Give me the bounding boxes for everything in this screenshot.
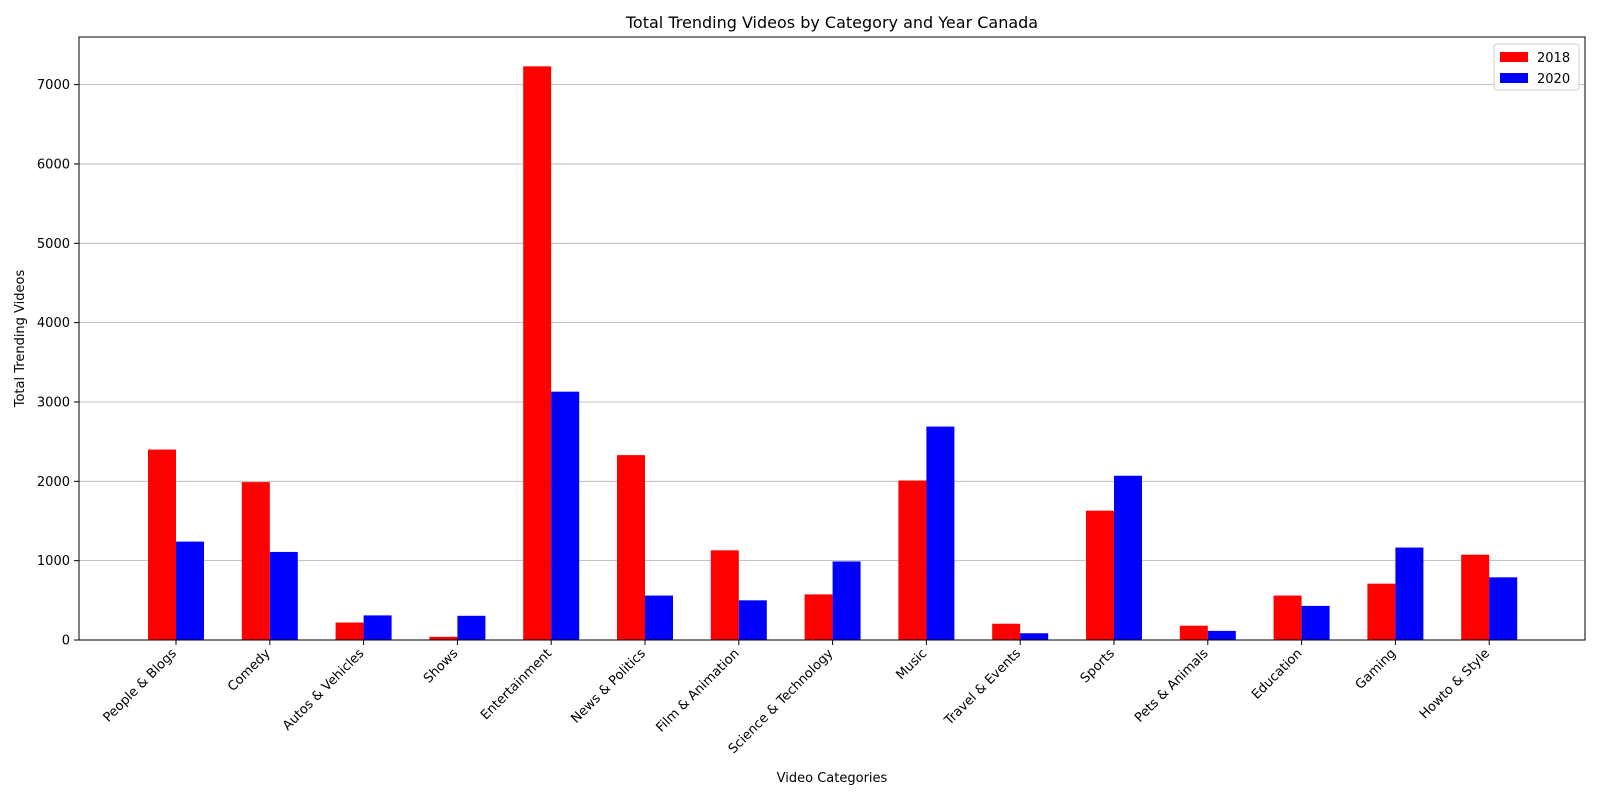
y-tick-label: 6000 (37, 157, 70, 172)
y-tick-label: 2000 (37, 475, 70, 490)
x-tick-label: Shows (421, 646, 461, 686)
bar-2020-7 (832, 561, 861, 640)
x-tick-label: News & Politics (568, 646, 649, 727)
x-tick-label: Film & Animation (653, 646, 742, 735)
x-tick-label: Autos & Vehicles (280, 646, 368, 734)
x-tick-label: Gaming (1353, 646, 1400, 693)
y-tick-label: 5000 (37, 237, 70, 252)
legend-label-2018: 2018 (1537, 51, 1570, 66)
bar-2018-7 (804, 594, 833, 640)
bar-2020-2 (363, 615, 392, 640)
bar-2018-12 (1273, 595, 1302, 640)
bar-2020-10 (1114, 475, 1142, 640)
bar-2018-1 (241, 482, 270, 640)
y-tick-label: 7000 (37, 78, 70, 93)
bar-2020-3 (457, 615, 486, 640)
bar-2018-0 (148, 449, 176, 640)
bar-2020-6 (738, 600, 767, 640)
bar-2020-1 (269, 551, 298, 640)
plot-frame (78, 36, 1586, 641)
x-axis-ticks: People & Blogs Comedy Autos & Vehicles Show… (101, 640, 1493, 757)
bar-2020-5 (645, 595, 673, 640)
x-tick-label: Pets & Animals (1132, 646, 1212, 726)
x-tick-label: Science & Technology (726, 646, 837, 757)
bar-2018-14 (1461, 554, 1490, 640)
bar-2018-6 (710, 550, 739, 640)
bar-2020-12 (1301, 605, 1330, 640)
legend-swatch-2018 (1500, 52, 1528, 62)
bar-2018-10 (1086, 510, 1114, 640)
bar-2018-2 (335, 622, 364, 640)
y-tick-label: 1000 (37, 554, 70, 569)
legend-label-2020: 2020 (1537, 72, 1570, 87)
bars (148, 66, 1518, 641)
chart-title: Total Trending Videos by Category and Ye… (625, 13, 1038, 32)
bar-2018-13 (1367, 583, 1396, 640)
y-axis-ticks: 0 1000 2000 3000 4000 5000 6000 7000 (37, 78, 79, 649)
x-tick-label: Education (1249, 646, 1305, 702)
legend-swatch-2020 (1500, 73, 1528, 83)
x-tick-label: Sports (1078, 646, 1118, 686)
x-tick-label: People & Blogs (101, 646, 180, 725)
grid-lines (79, 84, 1585, 562)
bar-2018-9 (992, 623, 1021, 640)
y-tick-label: 0 (62, 634, 70, 649)
bar-2020-13 (1395, 547, 1424, 640)
bar-2018-4 (523, 66, 552, 641)
x-tick-label: Music (893, 646, 930, 683)
x-axis-label: Video Categories (777, 771, 888, 786)
bar-2020-9 (1020, 633, 1049, 640)
bar-2018-11 (1179, 625, 1208, 640)
bar-2018-5 (617, 455, 645, 640)
y-tick-label: 3000 (37, 395, 70, 410)
bar-2018-8 (898, 480, 927, 640)
y-tick-label: 4000 (37, 316, 70, 331)
bar-2020-4 (551, 391, 580, 640)
bar-2020-8 (926, 426, 955, 640)
bar-2020-14 (1489, 577, 1518, 640)
bar-2020-0 (176, 541, 204, 640)
legend: 2018 2020 (1493, 43, 1580, 91)
bar-2020-11 (1207, 630, 1236, 640)
y-axis-label: Total Trending Videos (13, 270, 28, 409)
bar-2018-3 (429, 636, 458, 640)
x-tick-label: Howto & Style (1417, 646, 1493, 722)
x-tick-label: Comedy (225, 646, 274, 695)
x-tick-label: Travel & Events (941, 646, 1024, 729)
x-tick-label: Entertainment (478, 646, 555, 723)
